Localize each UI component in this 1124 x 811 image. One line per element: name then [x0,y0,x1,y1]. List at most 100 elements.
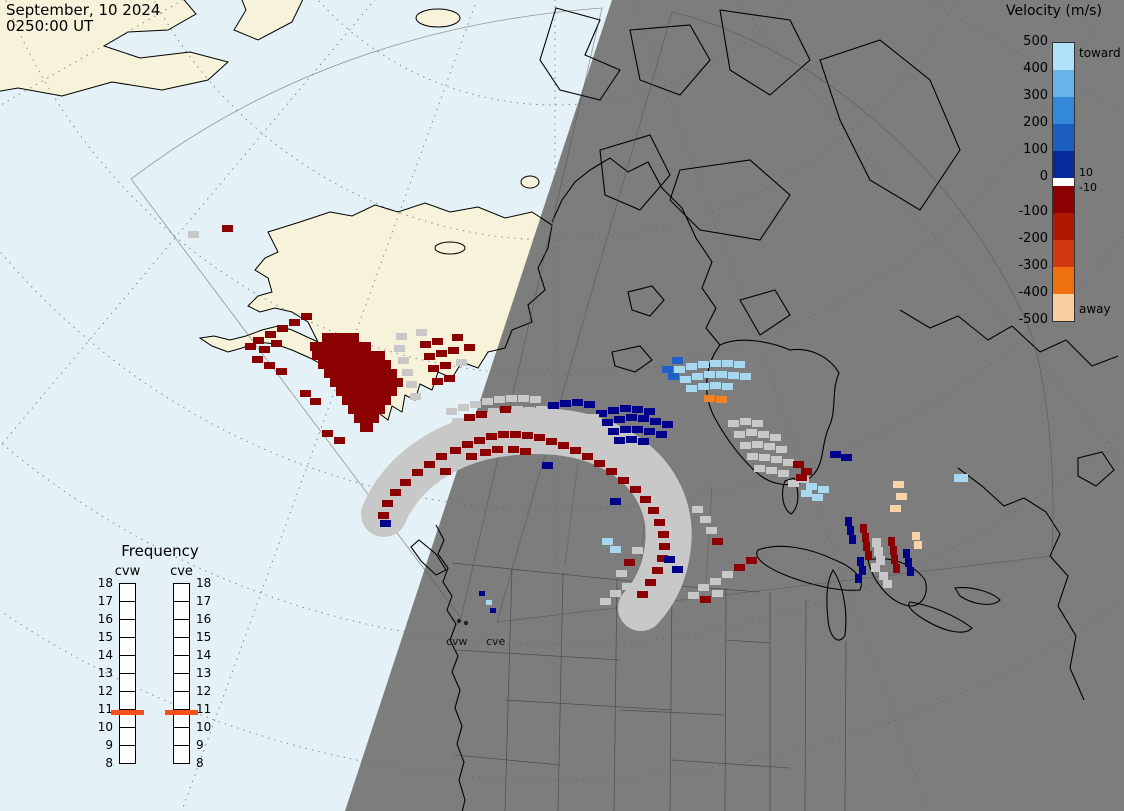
frequency-tick-label: 15 [97,630,113,644]
frequency-tick-label: 8 [196,756,204,770]
frequency-scale-segment [119,601,136,620]
radar-site-marker-cvw [456,618,462,624]
velocity-segment-away [1053,294,1074,321]
siberia-landmass [0,0,230,97]
velocity-zero-gap [1053,178,1074,186]
velocity-segment-away [1053,240,1074,267]
frequency-scale-segment [119,637,136,656]
lake-superior [756,545,862,591]
frequency-bar-cve [165,583,198,764]
time-label: 0250:00 UT [6,17,94,35]
arctic-island-2 [629,24,711,96]
cvw-fov [130,7,603,619]
arctic-island-3 [719,9,811,96]
frequency-scale-segment [173,727,190,746]
velocity-away-label: away [1079,302,1111,316]
radar-site-marker-cve [463,620,469,626]
frequency-tick-label: 13 [97,666,113,680]
velocity-upper-threshold-label: 10 [1079,166,1093,179]
st-lawrence-island [434,241,466,255]
velocity-tick-label: -500 [1018,312,1048,327]
lake-erie [908,601,973,633]
frequency-scale-segment [173,583,190,602]
velocity-legend-title: Velocity (m/s) [1006,3,1102,19]
lake-huron [867,558,927,607]
frequency-column-label-cve: cve [170,564,193,579]
vancouver-island [410,539,447,576]
frequency-scale-segment [173,691,190,710]
velocity-segment-toward [1053,124,1074,151]
frequency-tick-label: 9 [196,738,204,752]
velocity-tick-label: 400 [1023,61,1048,76]
frequency-scale-segment [119,727,136,746]
pacific-west-coast [435,524,466,811]
frequency-scale-segment [119,619,136,638]
frequency-tick-label: 12 [196,684,212,698]
velocity-segment-toward [1053,70,1074,97]
velocity-tick-label: 300 [1023,88,1048,103]
victoria-island [669,159,791,241]
timestamp-block: September, 10 2024 0250:00 UT [6,2,160,34]
frequency-scale-segment [119,691,136,710]
frequency-tick-label: 18 [196,576,212,590]
velocity-lower-threshold-label: -10 [1079,181,1097,194]
velocity-tick-label: -400 [1018,285,1048,300]
frequency-tick-label: 11 [97,702,113,716]
velocity-tick-label: -200 [1018,231,1048,246]
frequency-tick-label: 16 [196,612,212,626]
velocity-segment-away [1053,186,1074,213]
radar-site-label-cvw: cvw [446,635,468,648]
velocity-tick-label: 100 [1023,142,1048,157]
state-borders [451,461,847,811]
frequency-tick-label: 17 [97,594,113,608]
frequency-tick-label: 11 [196,702,212,716]
lake-ontario [954,587,1001,605]
frequency-tick-label: 18 [97,576,113,590]
baffin-island [819,39,961,211]
frequency-scale-segment [173,637,190,656]
frequency-bar-cvw [111,583,144,764]
cve-fov [496,11,1054,623]
frequency-tick-label: 16 [97,612,113,626]
velocity-tick-label: 200 [1023,115,1048,130]
great-bear-lake [627,285,665,317]
velocity-segment-toward [1053,43,1074,70]
radar-site-label-cve: cve [486,635,506,648]
frequency-scale-segment [119,745,136,764]
frequency-scale-segment [173,673,190,692]
atlantic-east-coast [957,467,1085,701]
frequency-tick-label: 17 [196,594,212,608]
frequency-scale-segment [119,655,136,674]
frequency-scale-segment [173,619,190,638]
diomede-island [520,175,540,189]
hudson-bay-outline [706,339,840,486]
velocity-segment-toward [1053,151,1074,178]
frequency-tick-label: 10 [97,720,113,734]
great-slave-lake [611,345,653,373]
velocity-colorbar [1052,42,1075,322]
velocity-tick-label: 500 [1023,34,1048,49]
velocity-tick-label: -100 [1018,204,1048,219]
frequency-marker [165,710,198,715]
frequency-legend-title: Frequency [121,542,199,560]
night-side-overlay [345,0,1124,811]
frequency-tick-label: 10 [196,720,212,734]
frequency-column-label-cvw: cvw [114,564,141,579]
velocity-segment-away [1053,267,1074,294]
velocity-tick-label: 0 [1039,169,1048,184]
james-bay-outline [782,477,799,515]
arctic-mainland-coast [551,157,721,346]
chukotka-landmass [233,0,306,41]
frequency-scale-segment [173,745,190,764]
frequency-tick-label: 12 [97,684,113,698]
frequency-tick-label: 14 [97,648,113,662]
velocity-segment-toward [1053,97,1074,124]
date-label: September, 10 2024 [6,1,161,19]
banks-island [599,134,671,211]
frequency-scale-segment [119,673,136,692]
southampton-island [739,289,791,336]
lake-michigan [826,568,847,641]
frequency-tick-label: 9 [105,738,113,752]
